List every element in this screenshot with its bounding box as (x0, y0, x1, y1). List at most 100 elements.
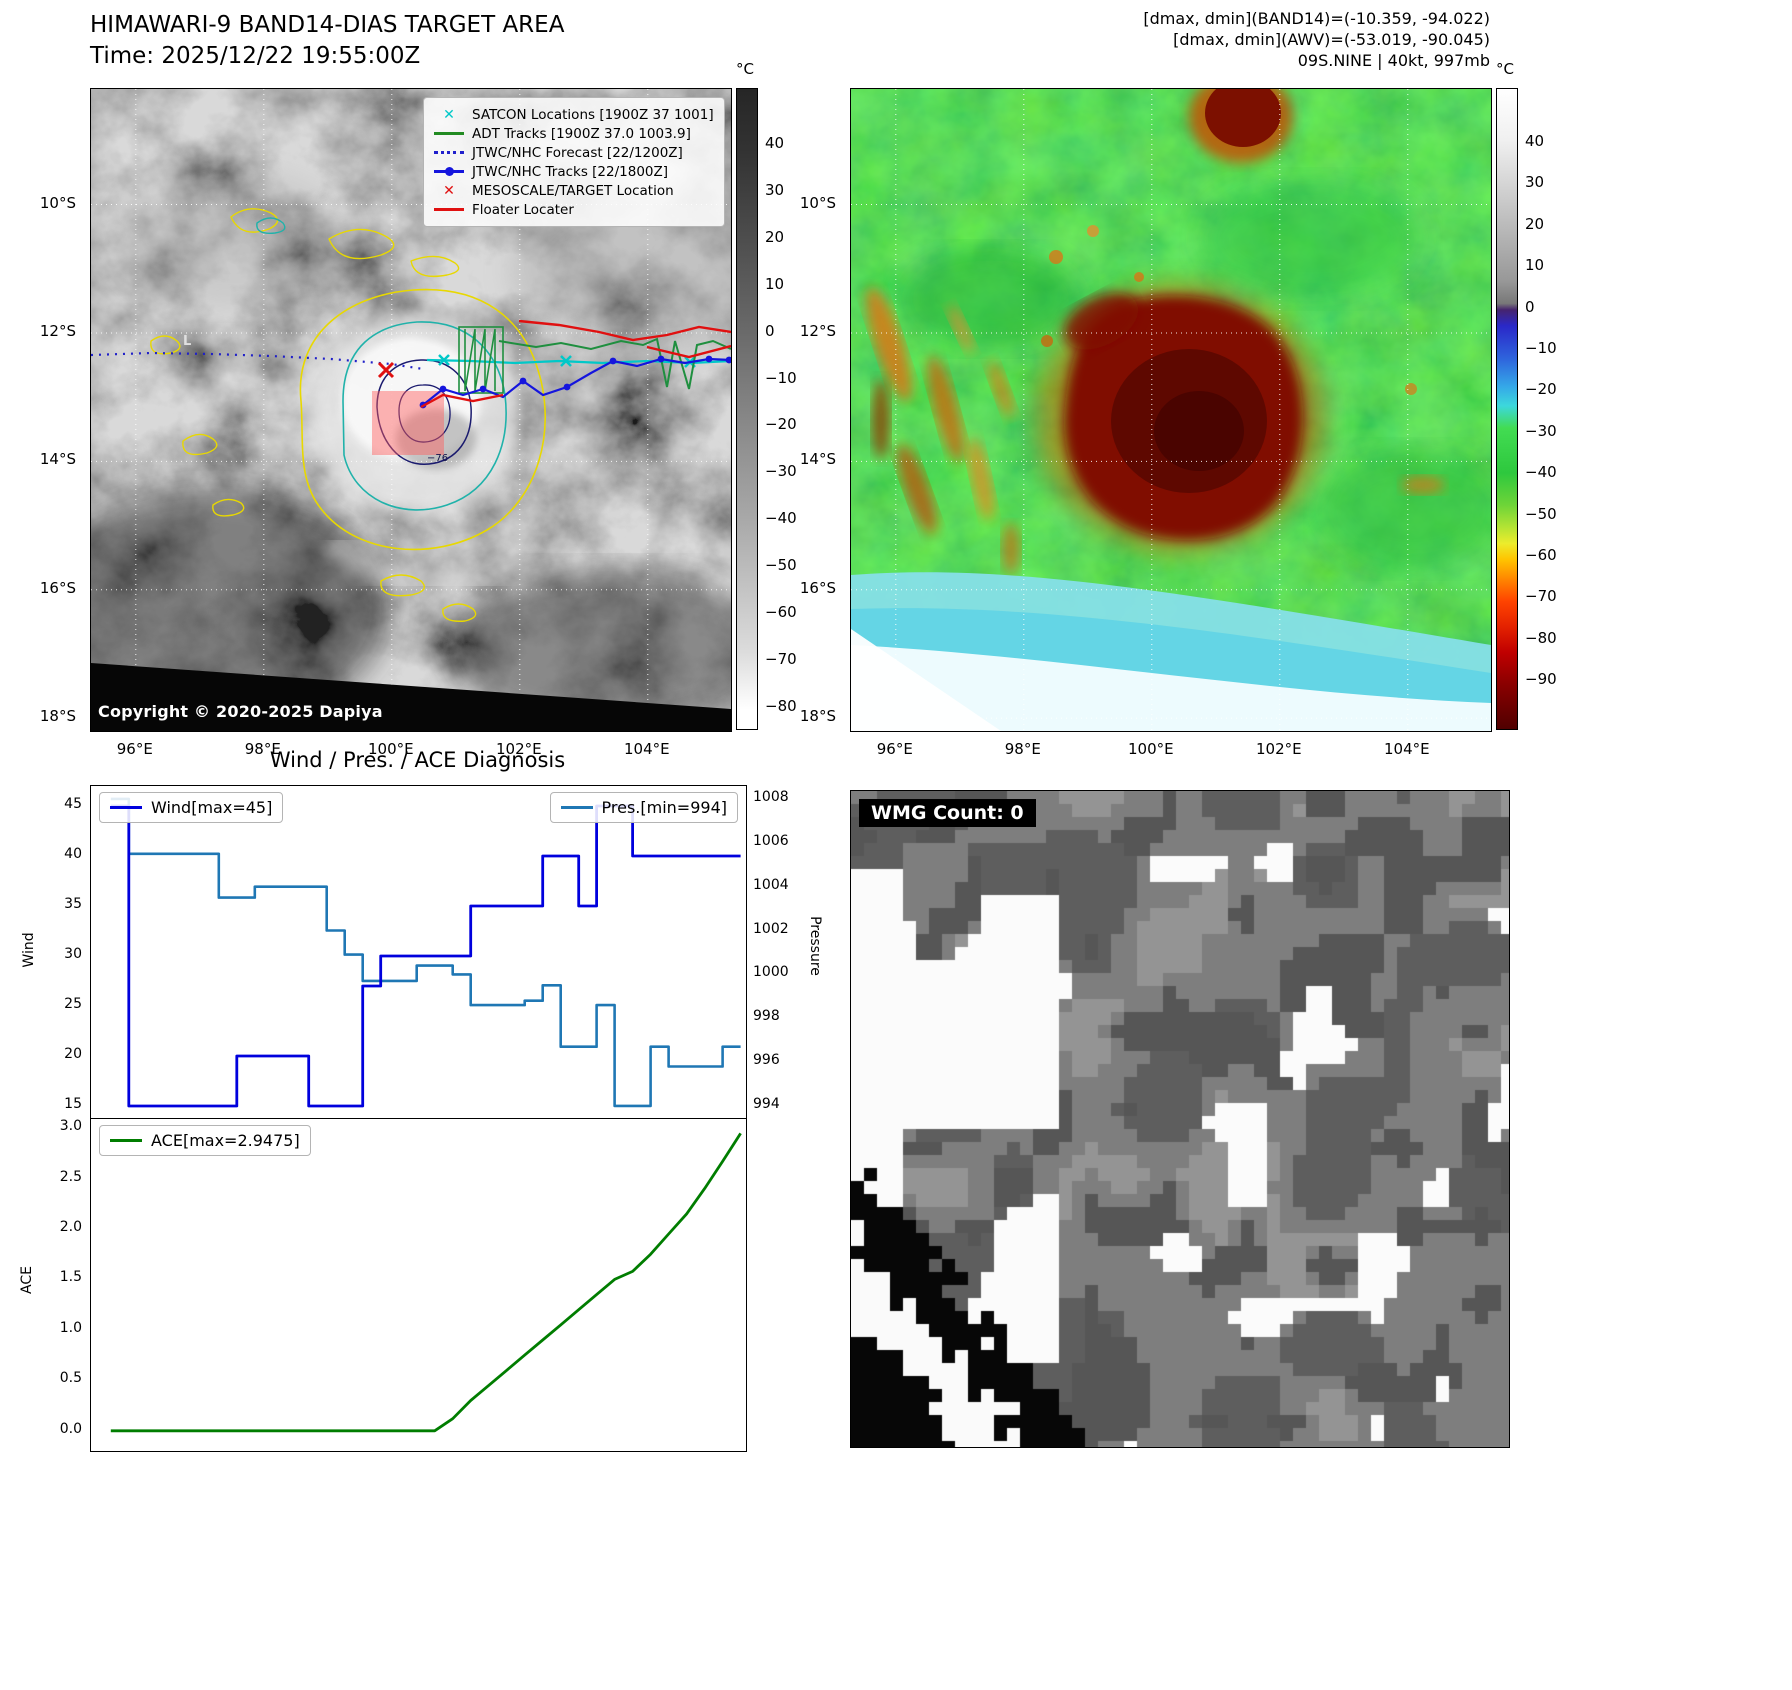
colorbar-tick-label: 30 (765, 181, 785, 200)
axis-tick-label: 30 (64, 946, 82, 962)
axis-tick-label: 994 (753, 1095, 780, 1112)
colorbar-tick-label: −10 (1525, 338, 1557, 357)
awv-colorbar-unit: °C (1496, 60, 1514, 78)
axis-tick-label: 14°S (39, 450, 76, 469)
axis-tick-label: 1.5 (59, 1269, 82, 1286)
axis-tick-label: 25 (64, 996, 82, 1012)
header-info: [dmax, dmin](BAND14)=(-10.359, -94.022) … (900, 8, 1490, 71)
colorbar-tick-label: −90 (1525, 670, 1557, 689)
line-dot-blue-marker-icon (434, 166, 464, 176)
ace-chart (110, 1132, 742, 1433)
low-pressure-marker: L (183, 334, 191, 349)
mesoscale-target-x-icon (377, 361, 395, 379)
axis-tick-label: 40 (64, 846, 82, 862)
band14-y-axis: 10°S 12°S 14°S 16°S 18°S (0, 88, 84, 730)
colorbar-tick-label: −30 (1525, 421, 1557, 440)
legend-item-label: SATCON Locations [1900Z 37 1001] (472, 106, 714, 123)
axis-tick-label: 998 (753, 1008, 780, 1025)
pressure-line-sample-icon (560, 805, 593, 810)
awv-satellite-image (851, 89, 1491, 731)
axis-tick-label: 1002 (753, 920, 789, 937)
axis-tick-label: 0.5 (59, 1370, 82, 1387)
axis-tick-label: 100°E (367, 740, 414, 758)
ace-chart-panel: ACE[max=2.9475] (90, 1118, 747, 1452)
axis-tick-label: 996 (753, 1052, 780, 1069)
figure-title-line1: HIMAWARI-9 BAND14-DIAS TARGET AREA (90, 12, 565, 38)
dmax-dmin-band14-label: [dmax, dmin](BAND14)=(-10.359, -94.022) (1143, 9, 1490, 28)
ace-legend: ACE[max=2.9475] (99, 1125, 311, 1156)
ir-contours (150, 208, 546, 622)
axis-tick-label: 102°E (1255, 740, 1302, 758)
awv-y-axis: 10°S 12°S 14°S 16°S 18°S (760, 88, 844, 730)
x-cyan-marker-icon: ✕ (443, 106, 455, 123)
colorbar-tick-label: −20 (765, 415, 797, 434)
axis-tick-label: 1004 (753, 876, 789, 893)
axis-tick-label: 1.0 (59, 1319, 82, 1336)
legend-item: ✕ SATCON Locations [1900Z 37 1001] (434, 105, 714, 124)
colorbar-tick-label: 10 (1525, 256, 1545, 275)
cold-cloud-topright (1189, 89, 1293, 163)
chart-series-line (110, 1132, 742, 1433)
colorbar-tick-label: −40 (1525, 463, 1557, 482)
contour-value-label: −76 (427, 453, 448, 464)
awv-grid (851, 89, 1491, 731)
axis-tick-label: 96°E (876, 740, 913, 758)
band14-legend: ✕ SATCON Locations [1900Z 37 1001] ADT Tra… (423, 97, 725, 227)
diagnosis-title: Wind / Pres. / ACE Diagnosis (269, 748, 566, 772)
colorbar-tick-label: 20 (1525, 214, 1545, 233)
band14-map-panel: −76 L ✕ SATCON Locations [1900Z 37 1001] A… (90, 88, 732, 732)
axis-tick-label: 35 (64, 896, 82, 912)
dmax-dmin-awv-label: [dmax, dmin](AWV)=(-53.019, -90.045) (1173, 30, 1490, 49)
axis-tick-label: 1008 (753, 788, 789, 805)
axis-tick-label: 12°S (39, 321, 76, 340)
colorbar-tick-label: 20 (765, 227, 785, 246)
colorbar-tick-label: 0 (765, 321, 775, 340)
awv-colorbar (1496, 88, 1518, 730)
axis-tick-label: 98°E (1004, 740, 1041, 758)
axis-tick-label: 18°S (39, 707, 76, 726)
axis-tick-label: 18°S (799, 707, 836, 726)
wind-pressure-chart (110, 797, 741, 1108)
wmg-map-canvas (851, 791, 1509, 1447)
storm-cold-core (1036, 284, 1326, 554)
low-cloud-band (851, 572, 1491, 731)
pressure-axis-ticks: 994 996 998 1000 1002 1004 1006 1008 (753, 786, 805, 1118)
awv-x-axis: 96°E 98°E 100°E 102°E 104°E (850, 736, 1490, 762)
axis-tick-label: 1000 (753, 964, 789, 981)
colorbar-tick-label: −10 (765, 368, 797, 387)
colorbar-tick-label: −80 (765, 696, 797, 715)
axis-tick-label: 10°S (39, 193, 76, 212)
legend-item: JTWC/NHC Tracks [22/1800Z] (434, 162, 714, 181)
line-green-marker-icon (434, 132, 464, 135)
floater-track (420, 319, 731, 409)
storm-id-intensity-label: 09S.NINE | 40kt, 997mb (1297, 51, 1490, 70)
colorbar-tick-label: 30 (1525, 173, 1545, 192)
colorbar-tick-label: −80 (1525, 628, 1557, 647)
colorbar-tick-label: −40 (765, 509, 797, 528)
axis-tick-label: 0.0 (59, 1420, 82, 1437)
pressure-legend: Pres.[min=994] (549, 792, 738, 823)
colorbar-tick-label: 40 (1525, 131, 1545, 150)
legend-item-label: MESOSCALE/TARGET Location (472, 182, 674, 199)
wmg-count-badge: WMG Count: 0 (859, 799, 1036, 827)
pressure-legend-label: Pres.[min=994] (601, 798, 727, 817)
colorbar-tick-label: 40 (765, 134, 785, 153)
axis-tick-label: 100°E (1127, 740, 1174, 758)
colorbar-tick-label: −60 (1525, 546, 1557, 565)
colorbar-tick-label: −20 (1525, 380, 1557, 399)
wind-axis-label: Wind (21, 932, 37, 968)
wind-pressure-chart-panel: Wind[max=45] Pres.[min=994] (90, 785, 747, 1119)
axis-tick-label: 104°E (623, 740, 670, 758)
awv-colorbar-ticks: 40 30 20 10 0 −10 −20 −30 −40 −50 −60 −70 −80 −90 (1525, 88, 1575, 730)
figure-title-line2: Time: 2025/12/22 19:55:00Z (90, 43, 421, 69)
chart-series-line (110, 797, 741, 1108)
colorbar-tick-label: 10 (765, 274, 785, 293)
axis-tick-label: 104°E (1383, 740, 1430, 758)
colorbar-tick-label: 0 (1525, 297, 1535, 316)
legend-item-label: JTWC/NHC Tracks [22/1800Z] (472, 163, 669, 180)
colorbar-tick-label: −70 (1525, 587, 1557, 606)
axis-tick-label: 20 (64, 1046, 82, 1062)
legend-item-label: ADT Tracks [1900Z 37.0 1003.9] (472, 125, 691, 142)
pressure-axis-label: Pressure (807, 916, 823, 976)
